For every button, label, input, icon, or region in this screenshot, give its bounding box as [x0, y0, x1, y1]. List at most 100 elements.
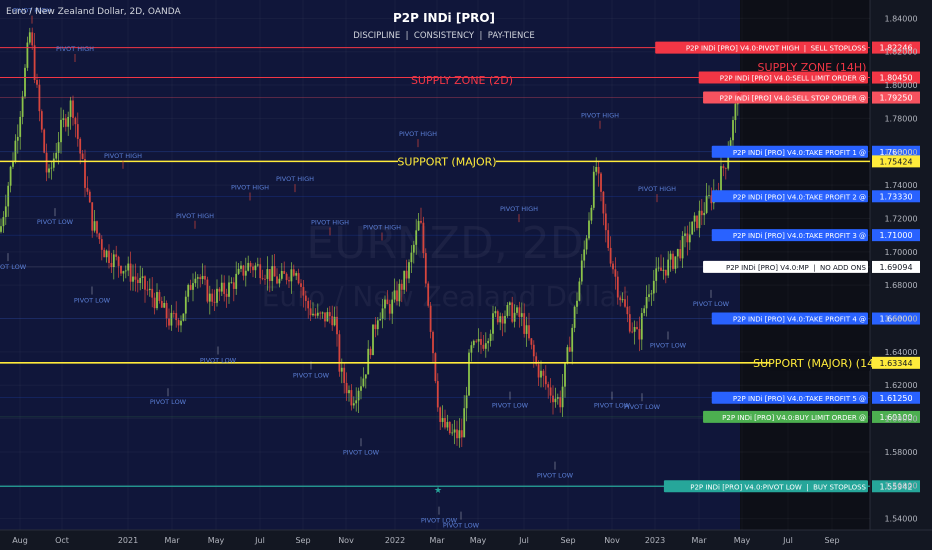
price-tick-label: 1.58000	[884, 448, 917, 457]
candle-body	[103, 249, 106, 258]
candle-body	[693, 215, 696, 222]
candle-body	[540, 370, 542, 378]
candle-body	[691, 221, 694, 235]
pivot-low-stoploss-label: P2P INDi [PRO] V4.0:PIVOT LOW | BUY STOP…	[690, 483, 866, 491]
buy-limit-price-text: 1.60100	[879, 413, 912, 422]
candle-body	[645, 297, 648, 309]
candle-body	[643, 308, 646, 314]
candle-body	[112, 254, 115, 267]
candle-body	[480, 339, 482, 345]
candle-body	[67, 116, 70, 127]
candle-body	[52, 158, 55, 168]
candle-body	[304, 295, 307, 301]
candle-body	[141, 276, 144, 278]
candle-body	[590, 207, 593, 221]
candle-body	[724, 168, 727, 169]
tp5-price-text: 1.61250	[879, 394, 912, 403]
candle-body	[232, 282, 235, 289]
mp-price-text: 1.69094	[879, 263, 912, 272]
time-tick-label: Jul	[782, 536, 793, 545]
candle-body	[626, 306, 629, 315]
supply-zone-2d-label: SUPPLY ZONE (2D)	[411, 74, 513, 87]
candle-body	[429, 305, 432, 332]
candle-body	[64, 118, 67, 127]
candle-body	[81, 153, 84, 160]
candle-body	[285, 273, 288, 281]
time-tick-label: 2021	[118, 536, 138, 545]
candle-body	[597, 166, 600, 174]
candle-body	[297, 273, 300, 284]
candle-body	[292, 269, 295, 276]
price-tick-label: 1.72000	[884, 214, 917, 223]
star-marker-top: ★	[735, 90, 743, 100]
candle-body	[609, 247, 612, 264]
pivot-low-label: PIVOT LOW	[343, 448, 380, 456]
candle-body	[367, 348, 370, 375]
candle-body	[225, 293, 228, 297]
candle-body	[484, 343, 487, 349]
candle-body	[496, 311, 499, 323]
symbol-title[interactable]: Euro / New Zealand Dollar, 2D, OANDA	[6, 7, 181, 17]
time-tick-label: Nov	[338, 536, 354, 545]
candle-body	[14, 140, 17, 162]
candle-body	[446, 421, 449, 428]
candle-body	[655, 268, 658, 281]
candle-body	[98, 233, 101, 240]
time-tick-label: May	[734, 536, 751, 545]
candle-body	[650, 293, 653, 295]
candle-body	[436, 381, 439, 408]
order-levels: P2P INDi [PRO] V4.0:PIVOT HIGH | SELL ST…	[0, 41, 920, 493]
plot-area[interactable]	[0, 0, 740, 530]
candle-body	[506, 304, 509, 316]
price-tick-label: 1.78000	[884, 114, 917, 123]
candle-body	[115, 254, 118, 257]
candle-body	[588, 220, 590, 239]
candle-body	[12, 161, 14, 167]
candle-body	[331, 316, 334, 326]
time-tick-label: Jul	[254, 536, 265, 545]
star-marker-bottom: ★	[434, 486, 442, 496]
candle-body	[230, 282, 233, 284]
candle-body	[732, 120, 734, 141]
candle-body	[124, 270, 127, 272]
candle-body	[460, 430, 463, 438]
candle-body	[621, 299, 624, 301]
candle-body	[592, 171, 595, 208]
candle-body	[676, 249, 679, 257]
candle-body	[672, 253, 674, 269]
candle-body	[316, 312, 319, 316]
candle-body	[410, 252, 413, 263]
candle-body	[662, 269, 665, 271]
candle-body	[189, 284, 192, 290]
candle-body	[607, 230, 610, 248]
candle-body	[43, 129, 46, 153]
mp-label-bg	[703, 260, 868, 273]
support-major-label-bg	[398, 154, 496, 170]
candle-body	[595, 166, 598, 172]
candle-body	[532, 344, 535, 357]
buy-limit-price-tag	[872, 410, 920, 423]
candle-body	[48, 168, 50, 173]
candle-body	[688, 234, 691, 243]
candle-body	[698, 210, 701, 229]
candle-body	[357, 390, 360, 401]
candle-body	[472, 340, 475, 346]
candle-body	[364, 374, 367, 379]
pivot-low-label: PIVOT LOW	[0, 263, 27, 271]
tp3-price-text: 1.71000	[879, 231, 912, 240]
candle-body	[547, 384, 550, 388]
mp-label: P2P INDi [PRO] V4.0:MP | NO ADD ONS	[726, 264, 867, 272]
candle-body	[722, 166, 725, 169]
tp1-price-text: 1.76000	[879, 148, 912, 157]
candle-body	[660, 267, 662, 271]
candle-body	[631, 331, 634, 333]
candle-body	[2, 217, 5, 227]
candle-body	[156, 292, 158, 309]
time-tick-label: Mar	[164, 536, 180, 545]
candle-body	[182, 313, 185, 321]
candle-body	[278, 278, 281, 284]
pivot-low-stoploss-price-tag	[872, 480, 920, 493]
candle-body	[422, 222, 425, 254]
time-tick-label: Sep	[295, 536, 310, 545]
